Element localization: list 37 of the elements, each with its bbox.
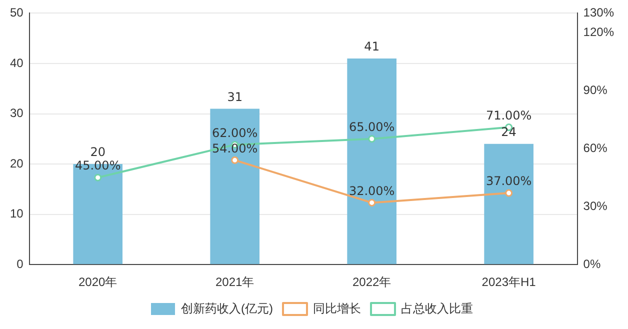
x-tick-label: 2020年	[78, 275, 118, 290]
bar	[210, 108, 260, 264]
legend-label: 创新药收入(亿元)	[181, 301, 274, 316]
data-label: 62.00%	[212, 126, 258, 140]
data-label: 37.00%	[486, 174, 532, 188]
y2-tick-label: 30%	[583, 198, 608, 213]
y-tick-label: 0	[16, 256, 24, 271]
data-label: 65.00%	[348, 120, 395, 134]
data-label: 54.00%	[212, 141, 258, 156]
bar	[484, 144, 534, 264]
point	[231, 156, 239, 164]
data-label: 32.00%	[348, 184, 395, 198]
y2-tick-label: 60%	[583, 140, 608, 155]
y2-tick-label: 130%	[583, 6, 614, 20]
y-tick-label: 10	[10, 206, 24, 221]
y-tick-label: 50	[10, 6, 24, 20]
point	[368, 135, 376, 143]
x-tick-label: 2021年	[215, 275, 254, 290]
data-label: 41	[364, 40, 380, 54]
legend-label: 同比增长	[312, 301, 361, 316]
y2-tick-label: 120%	[583, 24, 614, 39]
x-tick-label: 2022年	[352, 275, 392, 290]
y-tick-label: 40	[10, 56, 24, 70]
x-tick-label: 2023年H1	[482, 275, 536, 290]
data-label: 71.00%	[486, 108, 532, 122]
point	[368, 198, 376, 206]
data-label: 20	[90, 145, 106, 160]
y-tick-label: 30	[10, 106, 24, 120]
data-label: 24	[501, 125, 516, 140]
point	[94, 174, 102, 182]
y2-tick-label: 90%	[583, 82, 608, 97]
data-label: 31	[227, 90, 242, 104]
y-tick-label: 20	[10, 156, 24, 170]
y2-tick-label: 0%	[583, 256, 601, 271]
point	[505, 189, 513, 197]
bar	[347, 58, 396, 264]
legend-label: 占总收入比重	[400, 301, 473, 316]
